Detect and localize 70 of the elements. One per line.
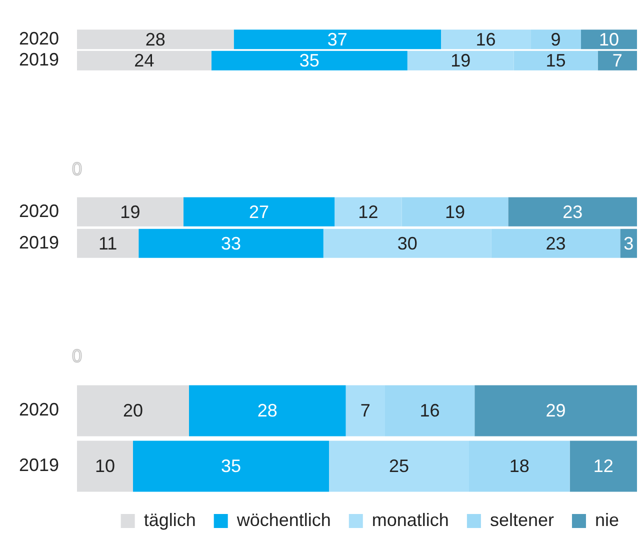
data-label: 29: [546, 400, 566, 421]
bar: [77, 30, 234, 50]
data-label: 24: [134, 50, 154, 71]
data-label: 19: [120, 202, 140, 222]
data-label: 35: [220, 456, 242, 476]
bar: [570, 440, 637, 492]
data-label: 20: [122, 400, 144, 421]
data-label: 12: [593, 456, 614, 476]
y-tick-label: 2019: [18, 232, 59, 252]
data-label: 28: [145, 29, 166, 50]
legend-label: wöchentlich: [236, 510, 331, 530]
data-label: 35: [299, 50, 320, 71]
bar: [189, 385, 346, 436]
bar: [133, 440, 329, 492]
data-label: 15: [546, 50, 566, 71]
data-label: 23: [562, 202, 583, 222]
data-label: 16: [420, 400, 440, 421]
data-label: 7: [360, 400, 370, 421]
data-label: 27: [248, 202, 270, 222]
data-label: 19: [450, 50, 471, 71]
bar: [183, 197, 335, 226]
data-label: 30: [397, 233, 418, 254]
data-label: 9: [550, 29, 561, 50]
y-tick-label: 2020: [18, 400, 59, 420]
bar: [491, 228, 620, 258]
y-tick-label: 2020: [18, 200, 59, 221]
bar: [514, 50, 598, 70]
data-label: 37: [327, 29, 348, 50]
bar: [581, 30, 637, 50]
data-label: 7: [612, 50, 622, 71]
bar: [138, 228, 324, 258]
legend-label: monatlich: [372, 510, 449, 530]
data-label: 12: [358, 202, 378, 222]
data-label: 33: [220, 233, 242, 254]
data-label: 25: [388, 456, 410, 476]
y-tick-label: 2019: [18, 455, 59, 476]
bar: [334, 197, 402, 226]
y-tick-label: 2020: [18, 28, 59, 48]
bar: [508, 197, 637, 226]
data-label: 10: [598, 29, 620, 50]
data-label: 10: [94, 456, 116, 476]
data-label: 3: [624, 233, 634, 254]
bar: [77, 197, 184, 226]
bar: [474, 385, 637, 436]
bar: [530, 30, 581, 50]
bar: [329, 440, 469, 492]
bar: [211, 50, 408, 70]
data-label: 16: [476, 29, 496, 50]
bar: [77, 385, 189, 436]
legend-label: seltener: [490, 510, 554, 530]
data-label: 28: [257, 400, 278, 421]
bar: [77, 440, 133, 492]
legend-label: täglich: [144, 510, 196, 530]
bar: [323, 228, 492, 258]
bar: [441, 30, 531, 50]
bar: [407, 50, 514, 70]
data-label: 11: [98, 233, 118, 254]
bar: [469, 440, 570, 492]
legend-label: nie: [594, 510, 620, 530]
bar: [598, 50, 637, 70]
data-label: 23: [546, 233, 566, 254]
y-tick-label: 2019: [18, 50, 59, 70]
bar: [234, 30, 441, 50]
data-label: 18: [509, 456, 530, 476]
bar: [385, 385, 475, 436]
data-label: 19: [444, 202, 466, 222]
bar: [402, 197, 508, 226]
bar: [346, 385, 385, 436]
bar: [77, 50, 212, 70]
bar: [77, 228, 139, 258]
